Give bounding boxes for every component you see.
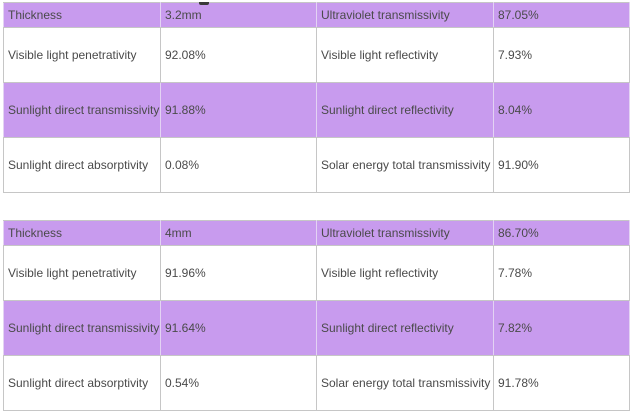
spec-label-cell: Solar energy total transmissivity <box>316 355 494 411</box>
spec-value-cell: 86.70% <box>493 220 630 246</box>
spec-value-cell: 3.2mm <box>160 2 317 28</box>
spec-table-4mm: Thickness 4mm Ultraviolet transmissivity… <box>3 220 630 411</box>
spec-row: Sunlight direct transmissivity 91.64% Su… <box>3 300 630 356</box>
spec-row: Thickness 4mm Ultraviolet transmissivity… <box>3 220 630 246</box>
spec-label-cell: Ultraviolet transmissivity <box>316 2 494 28</box>
spec-label-cell: Sunlight direct absorptivity <box>3 355 161 411</box>
spec-label-cell: Sunlight direct reflectivity <box>316 82 494 138</box>
spec-label-cell: Visible light reflectivity <box>316 245 494 301</box>
spec-row: Sunlight direct absorptivity 0.08% Solar… <box>3 137 630 193</box>
spec-label-cell: Sunlight direct reflectivity <box>316 300 494 356</box>
spec-label-cell: Solar energy total transmissivity <box>316 137 494 193</box>
spec-value-cell: 91.88% <box>160 82 317 138</box>
spec-row: Thickness 3.2mm Ultraviolet transmissivi… <box>3 2 630 28</box>
spec-label-cell: Sunlight direct transmissivity <box>3 300 161 356</box>
spec-label-cell: Thickness <box>3 220 161 246</box>
spec-label-cell: Thickness <box>3 2 161 28</box>
spec-label-cell: Visible light penetrativity <box>3 245 161 301</box>
spec-value-cell: 8.04% <box>493 82 630 138</box>
spec-label-cell: Sunlight direct transmissivity <box>3 82 161 138</box>
spec-value-cell: 4mm <box>160 220 317 246</box>
spec-value-cell: 7.82% <box>493 300 630 356</box>
spec-table-3-2mm: Thickness 3.2mm Ultraviolet transmissivi… <box>3 2 630 193</box>
spec-value-cell: 92.08% <box>160 27 317 83</box>
spec-value-cell: 7.93% <box>493 27 630 83</box>
spec-value-cell: 91.96% <box>160 245 317 301</box>
spec-label-cell: Visible light reflectivity <box>316 27 494 83</box>
spec-value-cell: 91.90% <box>493 137 630 193</box>
spec-value-cell: 0.54% <box>160 355 317 411</box>
spec-row: Sunlight direct absorptivity 0.54% Solar… <box>3 355 630 411</box>
spec-value-cell: 0.08% <box>160 137 317 193</box>
spec-label-cell: Sunlight direct absorptivity <box>3 137 161 193</box>
spec-value-cell: 7.78% <box>493 245 630 301</box>
spec-row: Visible light penetrativity 92.08% Visib… <box>3 27 630 83</box>
spec-label-cell: Visible light penetrativity <box>3 27 161 83</box>
spec-value-cell: 87.05% <box>493 2 630 28</box>
spec-row: Visible light penetrativity 91.96% Visib… <box>3 245 630 301</box>
spec-value-cell: 91.78% <box>493 355 630 411</box>
spec-value-cell: 91.64% <box>160 300 317 356</box>
cropped-text-artifact <box>199 2 209 5</box>
spec-row: Sunlight direct transmissivity 91.88% Su… <box>3 82 630 138</box>
spec-label-cell: Ultraviolet transmissivity <box>316 220 494 246</box>
